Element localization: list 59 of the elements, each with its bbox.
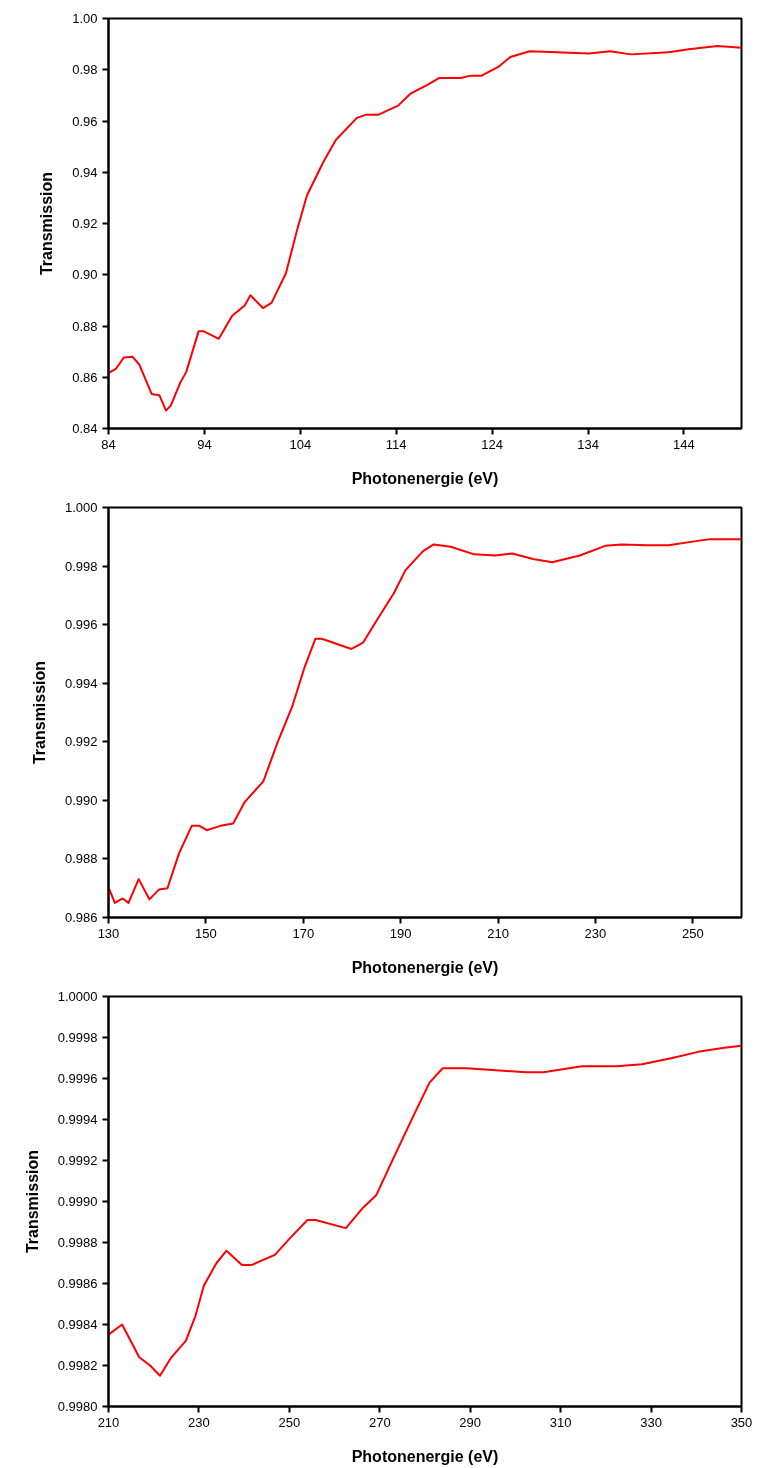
x-tick-label: 290 (459, 1414, 482, 1430)
y-tick-label: 0.9986 (57, 1276, 98, 1291)
y-tick-label: 0.9996 (57, 1071, 98, 1086)
y-tick-label: 0.96 (72, 113, 98, 129)
x-tick-label: 190 (389, 925, 412, 941)
y-tick-label: 0.98 (72, 62, 98, 78)
y-tick-label: 0.9992 (57, 1153, 98, 1168)
y-tick-label: 0.9998 (57, 1030, 98, 1045)
x-tick-label: 130 (97, 925, 120, 941)
y-tick-label: 0.992 (64, 734, 98, 750)
x-tick-label: 144 (673, 436, 695, 452)
x-tick-label: 310 (549, 1414, 572, 1430)
y-tick-label: 0.9994 (57, 1112, 98, 1127)
x-tick-label: 94 (197, 436, 212, 452)
y-tick-label: 0.94 (72, 164, 98, 180)
x-axis-title: Photonenergie (eV) (351, 958, 499, 976)
line-series (108, 1044, 742, 1377)
x-tick-label: 150 (195, 925, 217, 941)
x-tick-label: 124 (481, 436, 503, 452)
y-tick-label: 0.9982 (57, 1358, 98, 1373)
y-tick-label: 0.9988 (57, 1235, 98, 1250)
y-tick-label: 0.990 (64, 792, 98, 808)
y-tick-label: 0.986 (64, 910, 98, 925)
y-tick-label: 1.000 (64, 500, 98, 515)
x-tick-label: 84 (101, 436, 116, 452)
y-tick-label: 0.84 (72, 421, 98, 436)
x-tick-label: 134 (577, 436, 599, 452)
y-tick-label: 0.9984 (57, 1317, 98, 1332)
x-tick-label: 250 (278, 1414, 301, 1430)
y-tick-label: 0.9980 (57, 1399, 98, 1414)
y-tick-label: 1.0000 (57, 989, 98, 1004)
x-tick-label: 350 (730, 1414, 753, 1430)
y-tick-label: 0.988 (64, 851, 98, 867)
line-series (108, 44, 742, 412)
y-tick-label: 0.90 (72, 267, 98, 283)
x-tick-label: 230 (188, 1414, 210, 1430)
y-tick-label: 0.996 (64, 617, 98, 633)
x-tick-label: 210 (97, 1414, 120, 1430)
y-axis-title: Transmission (30, 660, 48, 765)
y-tick-label: 0.994 (64, 675, 98, 691)
y-tick-label: 0.9990 (57, 1194, 98, 1209)
x-tick-label: 250 (681, 925, 704, 941)
x-tick-label: 114 (385, 436, 407, 452)
x-tick-label: 270 (368, 1414, 391, 1430)
y-tick-label: 0.998 (64, 558, 98, 574)
y-axis-title: Transmission (23, 1149, 41, 1254)
y-tick-label: 1.00 (72, 11, 98, 26)
y-axis-title: Transmission (38, 171, 56, 276)
y-tick-label: 0.86 (72, 369, 98, 385)
x-axis-title: Photonenergie (eV) (351, 469, 499, 487)
x-tick-label: 330 (640, 1414, 662, 1430)
x-axis-title: Photonenergie (eV) (351, 1447, 499, 1465)
x-tick-label: 230 (584, 925, 607, 941)
y-tick-label: 0.92 (72, 216, 98, 231)
x-tick-label: 170 (292, 925, 315, 941)
y-tick-label: 0.88 (72, 318, 98, 334)
line-series (108, 538, 742, 904)
x-tick-label: 104 (289, 436, 312, 452)
x-tick-label: 210 (487, 925, 509, 941)
